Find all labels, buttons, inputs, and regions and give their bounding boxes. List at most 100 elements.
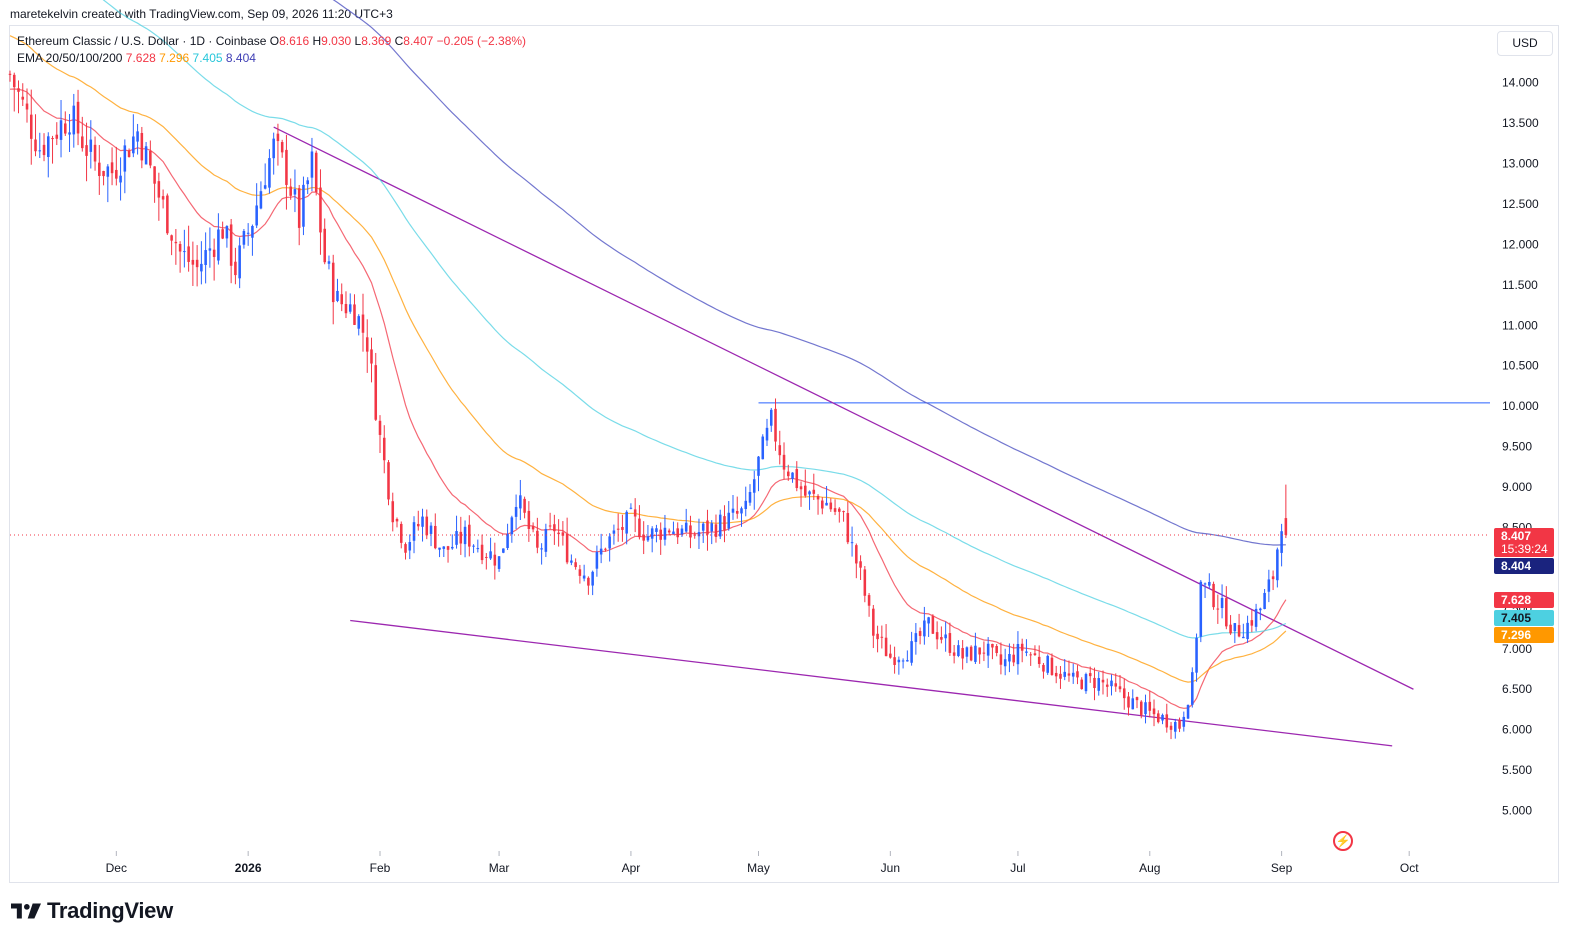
- candle-body: [200, 263, 203, 272]
- candle-body: [404, 544, 407, 553]
- candle-body: [548, 525, 552, 527]
- currency-selector[interactable]: USD: [1497, 31, 1553, 56]
- ema-lines: [9, 0, 1287, 709]
- candle-body: [948, 633, 952, 653]
- candle-body: [595, 552, 599, 569]
- candle-body: [710, 523, 713, 532]
- last-price-tag: 8.407 15:39:24: [1494, 528, 1554, 557]
- candle-body: [387, 462, 390, 500]
- candle-body: [927, 617, 930, 624]
- candle-body: [791, 472, 794, 479]
- candle-body: [893, 657, 896, 665]
- candle-body: [1059, 673, 1062, 679]
- candle-body: [1157, 713, 1160, 723]
- candle-body: [395, 518, 399, 522]
- candle-body: [365, 337, 369, 352]
- candle-body: [98, 162, 101, 176]
- candle-body: [12, 74, 16, 88]
- candle-body: [1071, 672, 1075, 677]
- candle-body: [89, 139, 93, 152]
- candle-body: [842, 511, 845, 513]
- candle-body: [816, 495, 820, 500]
- candle-body: [1054, 672, 1058, 677]
- legend-low: 8.369: [361, 34, 392, 48]
- ema50-line: [9, 35, 1287, 683]
- candle-body: [642, 534, 645, 541]
- candle-body: [361, 314, 365, 333]
- candle-body: [1276, 549, 1279, 581]
- candle-body: [1088, 673, 1092, 677]
- candle-body: [259, 191, 263, 209]
- candle-body: [965, 647, 969, 657]
- candle-body: [727, 512, 731, 529]
- candle-body: [1093, 677, 1096, 689]
- candle-body: [1259, 608, 1262, 611]
- candle-body: [761, 436, 765, 460]
- candle-body: [659, 529, 662, 540]
- candle-body: [999, 654, 1003, 665]
- candle-body: [527, 510, 531, 529]
- candle-body: [884, 637, 888, 657]
- candle-body: [625, 511, 628, 534]
- last-price-value: 8.407: [1501, 529, 1532, 543]
- candle-body: [229, 224, 233, 266]
- x-tick-label: Feb: [370, 861, 391, 875]
- candle-body: [468, 524, 471, 547]
- candle-body: [833, 508, 837, 512]
- candle-body: [838, 508, 841, 512]
- candle-body: [880, 636, 884, 638]
- candle-body: [1025, 651, 1028, 653]
- candle-body: [1063, 671, 1066, 677]
- y-tick-label: 6.500: [1502, 682, 1532, 696]
- candle-body: [825, 502, 828, 506]
- candle-body: [242, 230, 246, 245]
- candle-body: [463, 526, 467, 545]
- chart-attribution: maretekelvin created with TradingView.co…: [10, 7, 393, 21]
- candle-body: [731, 508, 735, 513]
- candle-body: [506, 534, 509, 549]
- candle-body: [1135, 697, 1139, 701]
- ema200-tag: 8.404: [1494, 558, 1554, 574]
- candle-body: [906, 660, 909, 662]
- legend-ohlc: Ethereum Classic / U.S. Dollar · 1D · Co…: [17, 34, 526, 48]
- lower-trendline: [350, 619, 1393, 747]
- x-tick-label: Jun: [881, 861, 900, 875]
- candle-body: [183, 251, 186, 253]
- candle-body: [25, 103, 29, 110]
- lightning-icon[interactable]: ⚡: [1333, 831, 1353, 851]
- candle-body: [578, 569, 582, 576]
- candle-body: [540, 548, 543, 550]
- candle-body: [8, 73, 12, 75]
- tradingview-logo[interactable]: TradingView: [11, 898, 173, 924]
- candle-body: [399, 523, 403, 543]
- candle-body: [1067, 673, 1071, 676]
- candle-body: [757, 456, 760, 476]
- legend-high: 9.030: [321, 34, 352, 48]
- candle-body: [1191, 672, 1194, 705]
- candle-body: [102, 170, 105, 177]
- candle-body: [485, 556, 488, 558]
- candle-body: [650, 528, 654, 539]
- candle-body: [1242, 636, 1245, 639]
- brand-name: TradingView: [47, 898, 173, 923]
- candle-body: [1186, 704, 1190, 719]
- legend-open-key: O: [269, 34, 280, 48]
- y-tick-label: 5.000: [1502, 804, 1532, 818]
- candle-body: [47, 136, 50, 157]
- candle-body: [174, 241, 178, 244]
- candle-body: [412, 522, 416, 541]
- candle-body: [55, 134, 59, 139]
- candle-body: [1152, 708, 1156, 715]
- candle-body: [1076, 671, 1079, 678]
- candle-body: [1174, 722, 1177, 732]
- candle-body: [608, 536, 611, 549]
- candle-body: [744, 500, 748, 510]
- candle-body: [1178, 719, 1181, 729]
- candle-body: [302, 184, 305, 227]
- candle-body: [157, 181, 161, 198]
- candle-body: [178, 244, 182, 252]
- candle-body: [689, 525, 692, 538]
- y-tick-label: 12.500: [1502, 197, 1539, 211]
- candle-body: [234, 261, 237, 276]
